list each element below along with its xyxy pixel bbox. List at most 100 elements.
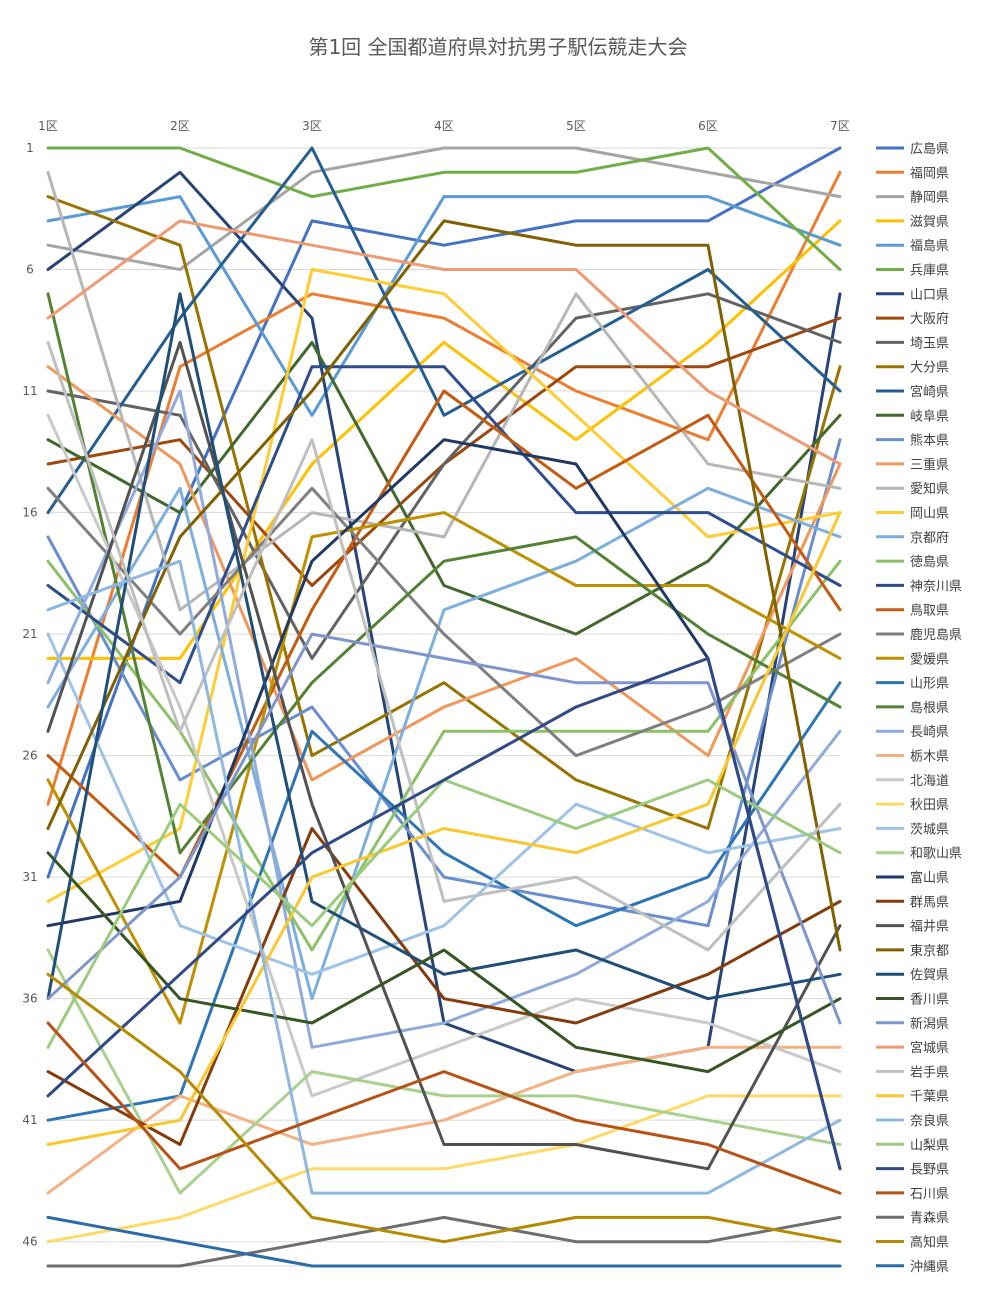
- series-line: [46, 559, 842, 1195]
- legend-label: 宮崎県: [910, 384, 949, 400]
- legend-label: 石川県: [910, 1187, 949, 1202]
- y-tick-label: 6: [26, 263, 34, 277]
- legend-label: 和歌山県: [910, 847, 962, 862]
- x-tick-label: 1区: [38, 119, 58, 133]
- series-line: [46, 511, 842, 1146]
- series-line: [46, 1045, 842, 1195]
- series-line: [46, 146, 842, 515]
- legend-label: 長野県: [910, 1163, 949, 1178]
- legend-label: 大阪府: [910, 312, 949, 327]
- series-line: [46, 632, 842, 1025]
- legend: 広島県福岡県静岡県滋賀県福島県兵庫県山口県大阪府埼玉県大分県宮崎県岐阜県熊本県三…: [876, 142, 962, 1275]
- series-line: [46, 365, 842, 685]
- series-line: [46, 146, 842, 271]
- y-tick-label: 21: [22, 627, 37, 641]
- series-line: [46, 292, 842, 1001]
- series-line: [46, 778, 842, 1049]
- y-tick-label: 16: [22, 506, 37, 520]
- series-line: [46, 219, 842, 466]
- legend-label: 佐賀県: [910, 968, 949, 983]
- x-tick-label: 6区: [698, 119, 718, 133]
- series-line: [46, 219, 842, 952]
- legend-label: 鳥取県: [910, 604, 949, 619]
- legend-label: 島根県: [910, 701, 949, 716]
- series-line: [46, 1215, 842, 1268]
- series-line: [46, 170, 842, 612]
- legend-label: 山口県: [910, 288, 949, 303]
- x-tick-label: 7区: [830, 119, 850, 133]
- y-tick-label: 41: [22, 1113, 37, 1127]
- y-tick-label: 1: [26, 141, 34, 155]
- series-line: [46, 292, 842, 660]
- series-line: [46, 827, 842, 1146]
- legend-label: 長崎県: [910, 725, 949, 740]
- legend-label: 三重県: [910, 457, 949, 473]
- legend-label: 高知県: [910, 1235, 949, 1251]
- x-axis-tick-labels: 1区 2区 3区 4区 5区 6区 7区: [38, 119, 850, 133]
- legend-label: 福島県: [910, 239, 949, 254]
- legend-label: 岡山県: [910, 507, 949, 522]
- legend-label: 福井県: [910, 920, 949, 935]
- series-line: [46, 170, 842, 806]
- legend-label: 福岡県: [910, 166, 949, 181]
- series-line: [46, 365, 842, 782]
- series-line: [46, 851, 842, 1074]
- series-line: [46, 268, 842, 903]
- series-line: [46, 656, 842, 1171]
- legend-label: 熊本県: [910, 433, 949, 449]
- legend-label: 富山県: [910, 870, 949, 886]
- y-tick-label: 31: [22, 870, 37, 884]
- series-line: [46, 340, 842, 1171]
- x-tick-label: 2区: [170, 119, 190, 133]
- series-line: [46, 340, 842, 636]
- legend-label: 京都府: [910, 531, 949, 546]
- legend-label: 千葉県: [910, 1090, 949, 1105]
- series-line: [46, 292, 842, 855]
- legend-label: 青森県: [910, 1211, 949, 1226]
- series-line: [46, 389, 842, 1049]
- legend-label: 徳島県: [910, 555, 949, 570]
- legend-label: 滋賀県: [910, 215, 949, 230]
- chart-title: 第1回 全国都道府県対抗男子駅伝競走大会: [308, 35, 687, 59]
- legend-label: 宮城県: [910, 1040, 949, 1056]
- legend-label: 沖縄県: [910, 1260, 949, 1275]
- legend-label: 茨城県: [910, 822, 949, 837]
- series-line: [46, 146, 842, 271]
- legend-label: 奈良県: [910, 1113, 949, 1129]
- legend-label: 広島県: [910, 142, 949, 157]
- series-line: [46, 195, 842, 830]
- legend-label: 鹿児島県: [910, 627, 962, 643]
- series-line: [46, 948, 842, 1195]
- series-line: [46, 511, 842, 1025]
- series-line: [46, 486, 842, 1001]
- legend-label: 兵庫県: [910, 264, 949, 279]
- legend-label: 新潟県: [910, 1016, 949, 1032]
- legend-label: 愛媛県: [910, 652, 949, 667]
- legend-label: 山梨県: [910, 1138, 949, 1153]
- legend-label: 神奈川県: [910, 579, 962, 594]
- x-tick-label: 3区: [302, 119, 322, 133]
- legend-label: 静岡県: [910, 191, 949, 206]
- y-tick-label: 11: [22, 384, 37, 398]
- series-line: [46, 1215, 842, 1268]
- y-tick-label: 36: [22, 992, 37, 1006]
- series-line: [46, 219, 842, 660]
- legend-label: 埼玉県: [910, 336, 949, 351]
- legend-label: 愛知県: [910, 481, 949, 497]
- legend-label: 群馬県: [910, 895, 949, 910]
- x-tick-label: 4区: [434, 119, 454, 133]
- legend-label: 岐阜県: [910, 408, 949, 424]
- series-line: [46, 195, 842, 417]
- legend-label: 秋田県: [910, 798, 949, 813]
- series-line: [46, 413, 842, 1098]
- legend-label: 山形県: [910, 677, 949, 692]
- legend-label: 栃木県: [910, 750, 949, 765]
- legend-label: 大分県: [910, 361, 949, 376]
- series-line: [46, 632, 842, 976]
- series-line: [46, 340, 842, 952]
- series-lines: [46, 146, 842, 1268]
- series-line: [46, 1021, 842, 1195]
- y-tick-label: 46: [22, 1235, 37, 1249]
